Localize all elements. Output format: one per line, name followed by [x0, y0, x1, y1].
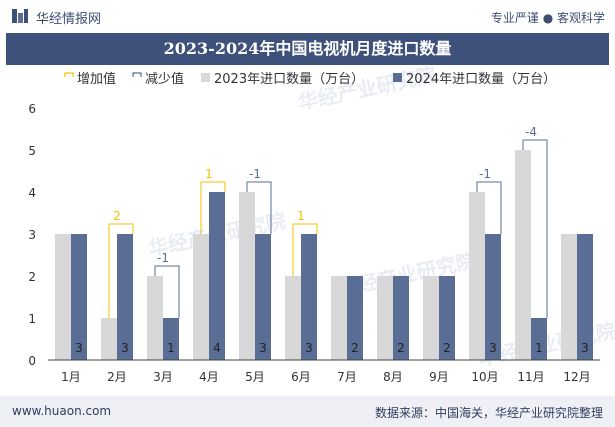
legend-increase-marker [64, 72, 74, 77]
bar-2024 [531, 318, 547, 360]
bar-2024 [301, 234, 317, 360]
bar-2024 [393, 276, 409, 360]
legend-2024-swatch [393, 73, 402, 82]
x-tick-label: 12月 [563, 370, 590, 384]
chart: 华经产业研究院华经产业研究院华经产业研究院华经产业研究院 增加值减少值2023年… [28, 66, 615, 384]
bar-2024 [209, 192, 225, 360]
legend-decrease-marker [132, 72, 142, 77]
chart-title: 2023-2024年中国电视机月度进口数量 [163, 39, 452, 58]
legend: 增加值 减少值 2023年进口数量（万台） 2024年进口数量（万台） [64, 71, 556, 87]
brand-logo-icon [12, 9, 28, 23]
x-tick-label: 7月 [337, 370, 357, 384]
increase-bracket [200, 181, 226, 234]
x-tick-label: 1月 [61, 370, 81, 384]
increase-bracket [108, 223, 134, 318]
x-tick-label: 9月 [429, 370, 449, 384]
bar-2024 [439, 276, 455, 360]
y-tick-label: 5 [28, 144, 36, 158]
bar-2023 [331, 276, 347, 360]
bar-2024 [577, 234, 593, 360]
y-tick-label: 2 [28, 270, 36, 284]
y-tick-label: 4 [28, 186, 36, 200]
bar-2023 [193, 234, 209, 360]
x-tick-label: 6月 [291, 370, 311, 384]
decrease-bracket [246, 181, 272, 234]
x-tick-label: 2月 [107, 370, 127, 384]
x-tick-label: 4月 [199, 370, 219, 384]
bar-2023 [101, 318, 117, 360]
y-tick-label: 0 [28, 354, 36, 368]
x-axis: 1月 2月 3月 4月 5月 6月 7月 8月 9月 10月 11月 12月 [61, 370, 590, 384]
bar-2024 [485, 234, 501, 360]
x-tick-label: 5月 [245, 370, 265, 384]
y-tick-label: 3 [28, 228, 36, 242]
bar-2024 [163, 318, 179, 360]
bar-2023 [285, 276, 301, 360]
change-label: -1 [249, 167, 261, 181]
title-bar: 2023-2024年中国电视机月度进口数量 [6, 33, 609, 65]
bars: 3 3 2 1 -1 4 1 3 -1 3 1 2 2 2 3 -1 1 -4 3 [48, 125, 600, 361]
legend-decrease-label: 减少值 [145, 71, 184, 87]
x-tick-label: 3月 [153, 370, 173, 384]
legend-2023-label: 2023年进口数量（万台） [214, 72, 364, 87]
legend-2024-label: 2024年进口数量（万台） [406, 72, 556, 87]
y-axis: 0 1 2 3 4 5 6 [28, 102, 36, 368]
bar-2023 [55, 234, 71, 360]
slogan: 专业严谨 ● 客观科学 [490, 11, 605, 25]
decrease-bracket [154, 265, 180, 318]
x-tick-label: 11月 [517, 370, 544, 384]
footer: www.huaon.com 数据来源：中国海关，华经产业研究院整理 [0, 396, 615, 427]
data-label-2024: 3 [581, 341, 589, 355]
bar-2023 [515, 150, 531, 360]
x-tick-label: 8月 [383, 370, 403, 384]
bar-2023 [561, 234, 577, 360]
increase-bracket [292, 223, 318, 276]
y-tick-label: 6 [28, 102, 36, 116]
data-label-2024: 1 [535, 341, 543, 355]
bar-2024 [347, 276, 363, 360]
data-label-2024: 3 [489, 341, 497, 355]
data-label-2024: 3 [305, 341, 313, 355]
change-label: 2 [113, 209, 121, 223]
bar-2024 [71, 234, 87, 360]
data-label-2024: 2 [443, 341, 451, 355]
change-label: -1 [157, 251, 169, 265]
data-source: 数据来源：中国海关，华经产业研究院整理 [374, 406, 603, 420]
bar-2023 [147, 276, 163, 360]
bar-2023 [423, 276, 439, 360]
footer-url[interactable]: www.huaon.com [12, 404, 112, 418]
data-label-2024: 4 [213, 341, 221, 355]
bar-2023 [239, 192, 255, 360]
bar-2023 [377, 276, 393, 360]
data-label-2024: 1 [167, 341, 175, 355]
top-bar: 华经情报网 专业严谨 ● 客观科学 [0, 0, 615, 32]
decrease-bracket [522, 139, 548, 318]
bar-2024 [117, 234, 133, 360]
data-label-2024: 3 [259, 341, 267, 355]
legend-increase-label: 增加值 [77, 71, 116, 87]
change-label: 1 [205, 167, 213, 181]
brand-name: 华经情报网 [36, 12, 102, 27]
data-label-2024: 3 [121, 341, 129, 355]
change-label: -4 [525, 125, 537, 139]
data-label-2024: 2 [397, 341, 405, 355]
bar-2023 [469, 192, 485, 360]
legend-2023-swatch [201, 73, 210, 82]
y-tick-label: 1 [28, 312, 36, 326]
change-label: -1 [479, 167, 491, 181]
data-label-2024: 2 [351, 341, 359, 355]
bar-2024 [255, 234, 271, 360]
data-label-2024: 3 [75, 341, 83, 355]
change-label: 1 [297, 209, 305, 223]
x-tick-label: 10月 [471, 370, 498, 384]
decrease-bracket [476, 181, 502, 234]
